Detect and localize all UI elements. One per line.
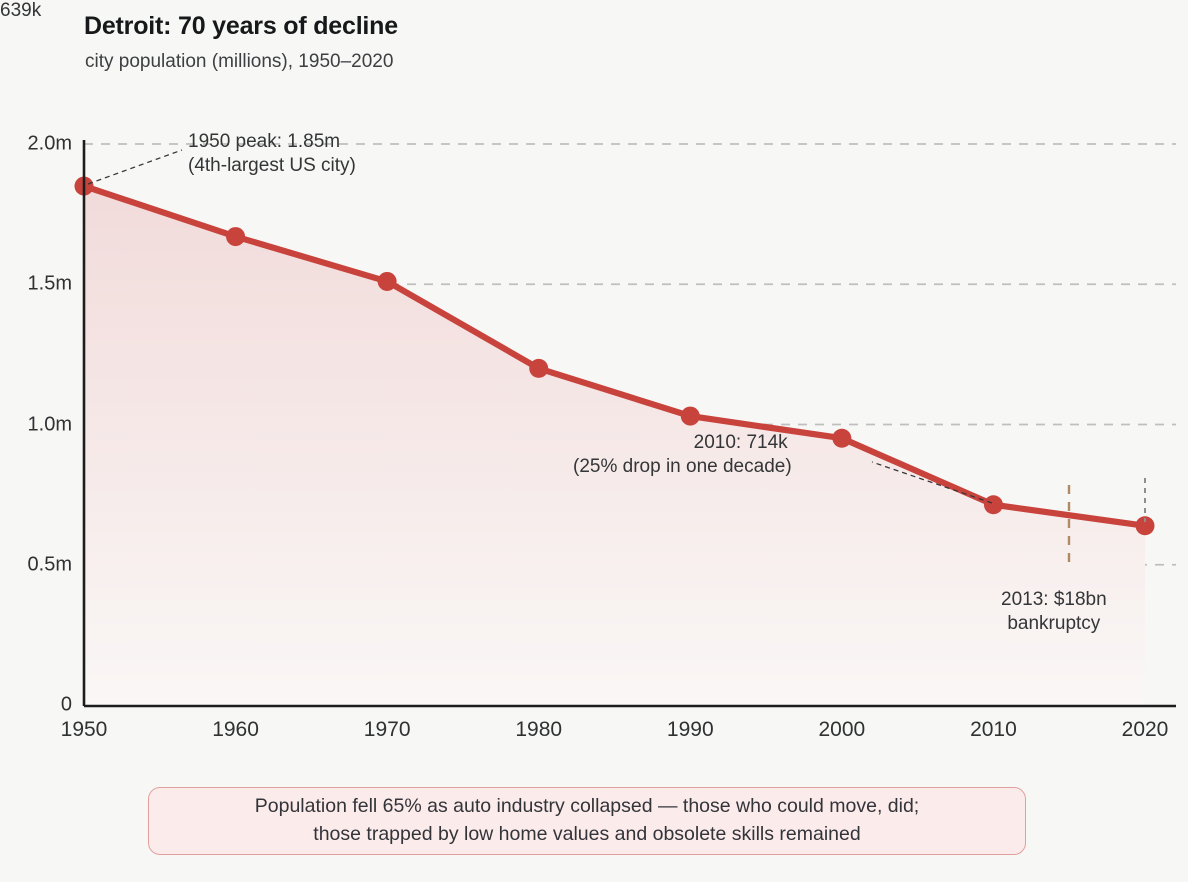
- summary-callout-line1: Population fell 65% as auto industry col…: [254, 795, 920, 818]
- x-tick-label: 1990: [666, 718, 714, 741]
- annotation-peak-line1: 1950 peak: 1.85m: [188, 131, 341, 152]
- annotation-bankruptcy-line1: 2013: $18bn: [1001, 589, 1107, 610]
- decade-drop-leader-line: [871, 461, 993, 504]
- data-point-1980[interactable]: [529, 358, 549, 378]
- annotation-end-value: 639k: [0, 0, 42, 21]
- data-point-1990[interactable]: [680, 406, 700, 426]
- x-tick-label: 1950: [60, 718, 108, 741]
- area-fill: [84, 186, 1145, 705]
- y-tick-label: 1.0m: [27, 413, 72, 435]
- y-tick-label: 1.5m: [27, 272, 72, 295]
- annotation-decade-drop-line1: 2010: 714k: [693, 432, 788, 453]
- x-tick-label: 1960: [212, 718, 259, 741]
- data-point-1960[interactable]: [226, 227, 246, 247]
- annotation-peak-line2: (4th-largest US city): [188, 155, 356, 177]
- x-tick-label: 2000: [818, 718, 866, 741]
- x-tick-label: 1980: [515, 718, 563, 741]
- population-line: [80, 182, 1149, 529]
- y-tick-label: 0: [60, 693, 72, 716]
- chart-subtitle: city population (millions), 1950–2020: [85, 51, 394, 72]
- x-tick-label: 1970: [363, 718, 411, 741]
- data-point-2010[interactable]: [983, 495, 1003, 515]
- peak-leader-line: [87, 149, 183, 185]
- data-point-1970[interactable]: [377, 271, 397, 291]
- y-tick-label: 2.0m: [27, 132, 72, 155]
- annotation-decade-drop: 2010: 714k (25% drop in one decade): [573, 431, 792, 480]
- data-point-2020[interactable]: [1135, 516, 1155, 536]
- annotation-decade-drop-line2: (25% drop in one decade): [573, 456, 792, 478]
- data-point-markers: [74, 176, 1155, 536]
- x-tick-label: 2010: [970, 718, 1017, 741]
- data-point-2000[interactable]: [832, 428, 852, 448]
- summary-callout-line2: those trapped by low home values and obs…: [313, 823, 861, 845]
- x-tick-label: 2020: [1121, 718, 1169, 741]
- y-tick-label: 0.5m: [27, 553, 72, 576]
- summary-callout: Population fell 65% as auto industry col…: [148, 787, 1026, 855]
- annotation-peak: 1950 peak: 1.85m (4th-largest US city): [188, 130, 356, 179]
- annotation-bankruptcy-line2: bankruptcy: [1007, 613, 1101, 635]
- annotation-bankruptcy: 2013: $18bn bankruptcy: [1001, 588, 1107, 637]
- page-title: Detroit: 70 years of decline: [84, 12, 398, 40]
